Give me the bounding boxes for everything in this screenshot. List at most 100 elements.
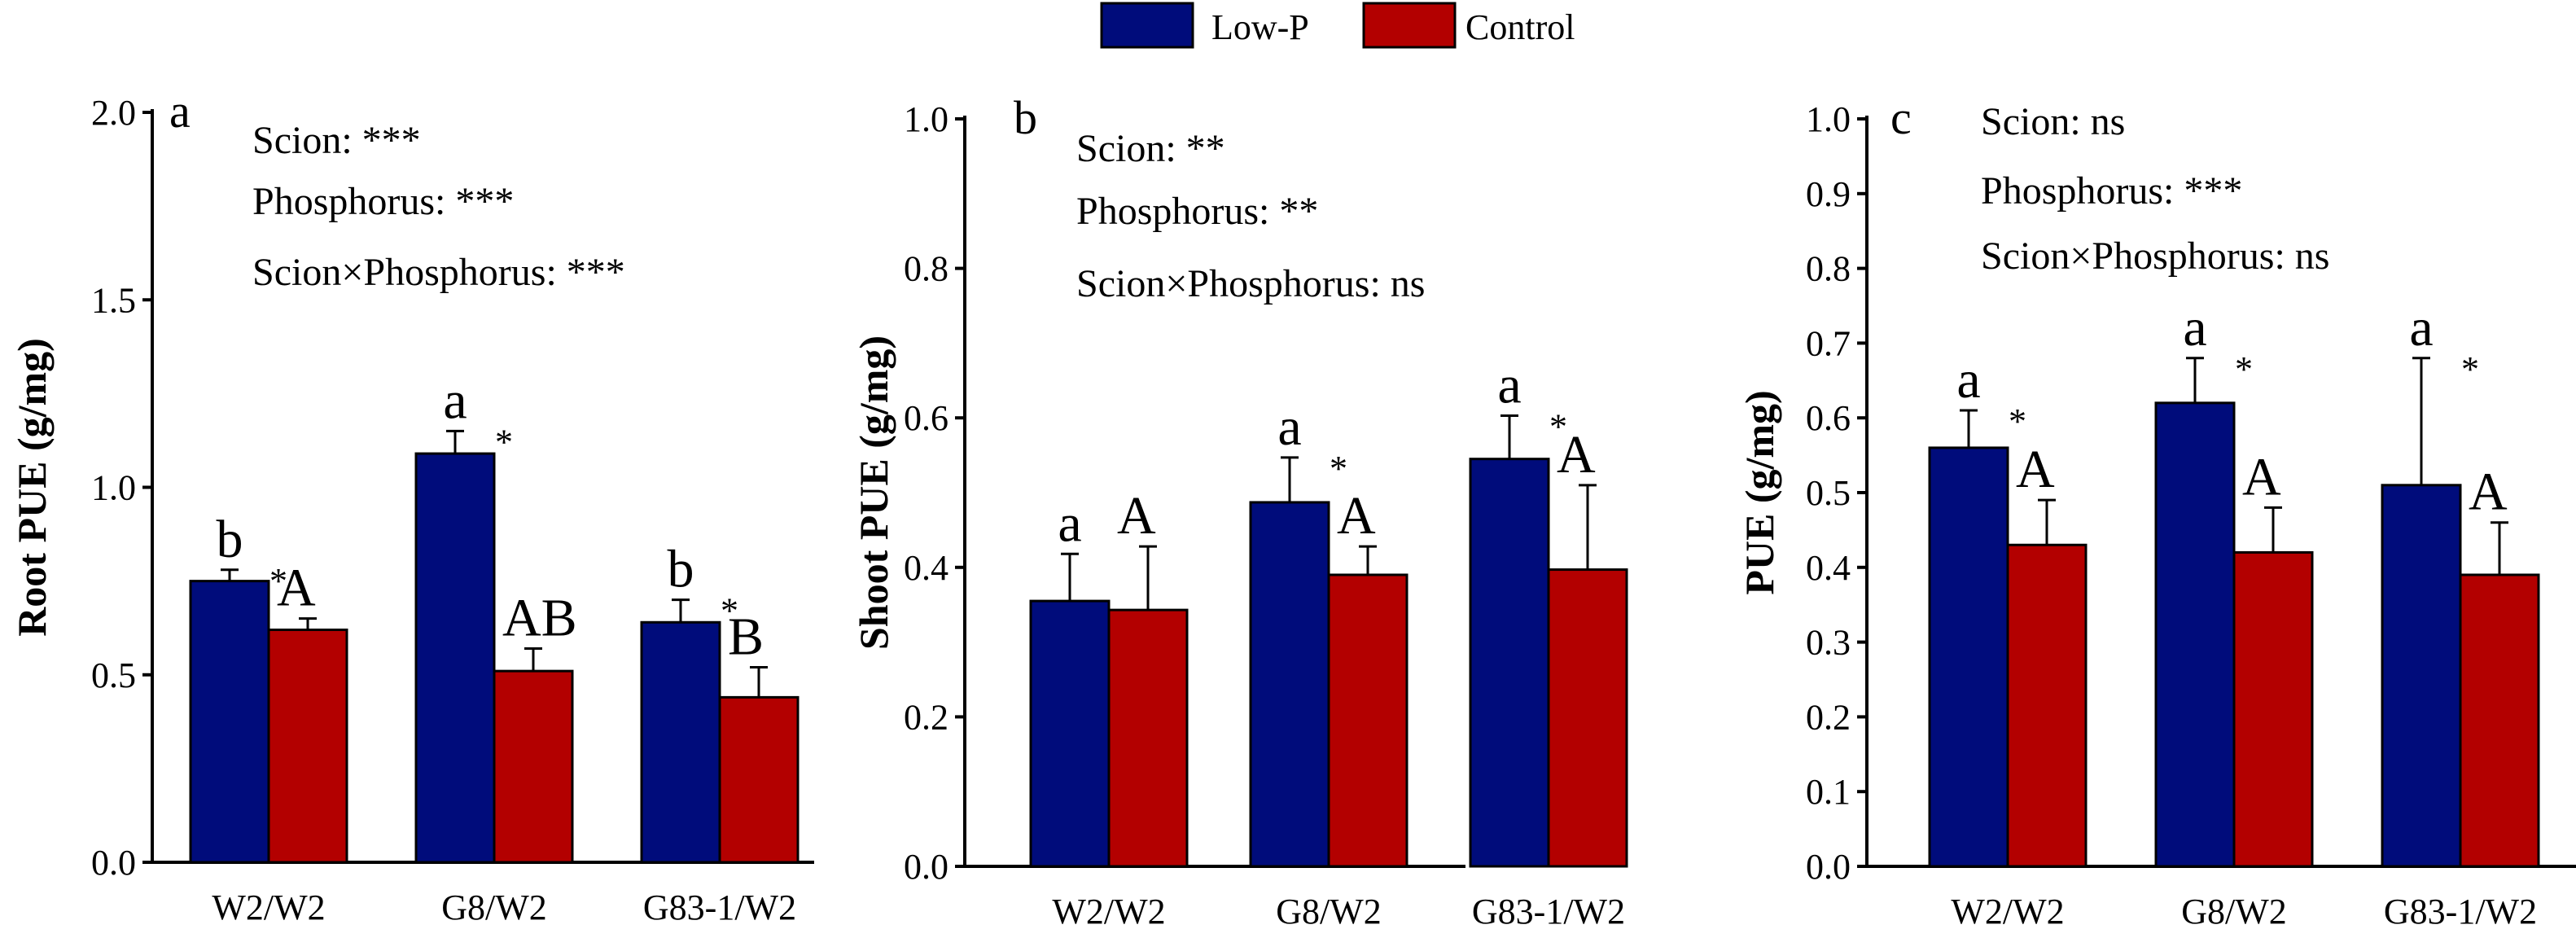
significance-letter: A bbox=[2469, 462, 2508, 522]
significance-letter: b bbox=[217, 510, 243, 569]
y-tick-label: 0.0 bbox=[91, 843, 136, 883]
bar-control-w2-w2 bbox=[267, 628, 348, 864]
significance-letter: a bbox=[2409, 298, 2433, 357]
x-tick-label: W2/W2 bbox=[1951, 892, 2064, 931]
y-tick-label: 0.6 bbox=[904, 398, 948, 438]
y-tick-label: 0.9 bbox=[1806, 174, 1851, 214]
significance-letter: A bbox=[1117, 486, 1156, 546]
significance-letter: b bbox=[668, 540, 694, 599]
y-tick-label: 1.0 bbox=[904, 99, 948, 139]
y-tick-label: 0.0 bbox=[904, 847, 948, 887]
significance-letter: a bbox=[443, 370, 467, 430]
bar-low-p-g8-w2 bbox=[2154, 401, 2236, 868]
y-tick-label: 0.7 bbox=[1806, 323, 1851, 363]
y-axis-label: PUE (g/mg) bbox=[1737, 390, 1782, 594]
legend: Low-P Control bbox=[1100, 2, 1575, 49]
y-tick-label: 0.4 bbox=[1806, 548, 1851, 588]
y-tick-label: 0.8 bbox=[1806, 249, 1851, 289]
y-axis-label: Shoot PUE (g/mg) bbox=[851, 335, 896, 650]
chart-panel-c: 0.0 0.1 0.2 0.3 0.4 0.5 0.6 0.7 0.8 0.9 1.0 PUE (g/… bbox=[1737, 91, 2576, 931]
x-tick-label: G8/W2 bbox=[441, 888, 547, 927]
significance-star: * bbox=[269, 561, 287, 601]
significance-star: * bbox=[2235, 349, 2253, 389]
x-tick-label: W2/W2 bbox=[1052, 892, 1165, 931]
panel-letter: a bbox=[169, 85, 191, 138]
y-tick-label: 1.5 bbox=[91, 280, 136, 320]
significance-letter: A bbox=[1557, 425, 1596, 484]
y-tick-label: 1.0 bbox=[1806, 99, 1851, 139]
significance-letter: A bbox=[1337, 486, 1376, 546]
legend-swatch-low-p bbox=[1100, 2, 1194, 49]
significance-letter: A bbox=[277, 559, 316, 618]
stat-annotation: Scion: ** bbox=[1076, 127, 1225, 170]
y-tick-label: 0.0 bbox=[1806, 847, 1851, 887]
x-tick-label: G83-1/W2 bbox=[643, 888, 796, 927]
panel-letter: c bbox=[1890, 91, 1912, 144]
bar-control-g8-w2 bbox=[2232, 550, 2314, 868]
stat-annotation: Scion: ns bbox=[1981, 100, 2125, 143]
y-tick-label: 2.0 bbox=[91, 93, 136, 133]
bar-control-w2-w2 bbox=[1107, 608, 1189, 868]
bar-low-p-w2-w2 bbox=[189, 580, 270, 864]
stat-annotation: Phosphorus: *** bbox=[1981, 169, 2242, 213]
y-tick-label: 0.2 bbox=[1806, 697, 1851, 737]
significance-letter: a bbox=[1277, 397, 1301, 457]
stat-annotation: Scion×Phosphorus: ns bbox=[1981, 234, 2329, 278]
bar-low-p-w2-w2 bbox=[1029, 599, 1111, 868]
bar-low-p-g83-1-w2 bbox=[1469, 458, 1550, 868]
x-tick-label: G83-1/W2 bbox=[2384, 892, 2537, 931]
x-tick-label: G8/W2 bbox=[1276, 892, 1382, 931]
x-tick-label: G83-1/W2 bbox=[1472, 892, 1625, 931]
bar-control-g8-w2 bbox=[1327, 573, 1408, 868]
x-tick-label: G8/W2 bbox=[2181, 892, 2287, 931]
stat-annotation: Scion×Phosphorus: *** bbox=[252, 251, 625, 294]
y-tick-label: 0.8 bbox=[904, 249, 948, 289]
y-tick-label: 0.2 bbox=[904, 697, 948, 737]
legend-label-low-p: Low-P bbox=[1211, 7, 1309, 47]
bar-control-g83-1-w2 bbox=[1547, 568, 1628, 868]
significance-star: * bbox=[1549, 406, 1567, 446]
panel-letter: b bbox=[1014, 91, 1037, 144]
significance-letter: A bbox=[2242, 447, 2281, 506]
x-tick-label: W2/W2 bbox=[212, 888, 325, 927]
significance-letter: A bbox=[2016, 440, 2055, 499]
y-tick-label: 0.3 bbox=[1806, 623, 1851, 663]
bar-low-p-g8-w2 bbox=[1249, 501, 1330, 868]
significance-letter: a bbox=[1956, 350, 1980, 410]
chart-panels: 0.0 0.5 1.0 1.5 2.0 Root PUE (g/mg) a Scion: **… bbox=[9, 85, 2576, 931]
bar-control-g83-1-w2 bbox=[718, 695, 800, 864]
stat-annotation: Scion×Phosphorus: ns bbox=[1076, 262, 1425, 305]
legend-swatch-control bbox=[1362, 2, 1457, 49]
y-tick-label: 0.5 bbox=[1806, 473, 1851, 513]
significance-star: * bbox=[721, 591, 738, 631]
significance-star: * bbox=[2009, 401, 2026, 441]
significance-star: * bbox=[1330, 449, 1347, 489]
significance-letter: a bbox=[1058, 493, 1081, 553]
y-tick-label: 0.5 bbox=[91, 655, 136, 695]
stat-annotation: Scion: *** bbox=[252, 119, 421, 162]
bar-low-p-g83-1-w2 bbox=[2381, 484, 2462, 868]
y-tick-label: 1.0 bbox=[91, 468, 136, 508]
significance-letter: a bbox=[1497, 355, 1521, 414]
bar-control-w2-w2 bbox=[2006, 543, 2088, 868]
significance-star: * bbox=[495, 422, 513, 462]
stat-annotation: Phosphorus: *** bbox=[252, 180, 514, 223]
y-axis-label: Root PUE (g/mg) bbox=[9, 338, 55, 637]
significance-letter: B bbox=[728, 607, 764, 667]
significance-letter: AB bbox=[502, 589, 577, 648]
y-tick-label: 0.1 bbox=[1806, 772, 1851, 812]
bar-low-p-g83-1-w2 bbox=[640, 620, 721, 864]
bar-control-g83-1-w2 bbox=[2459, 573, 2540, 868]
y-tick-label: 0.4 bbox=[904, 548, 948, 588]
legend-label-control: Control bbox=[1465, 7, 1575, 47]
bar-low-p-w2-w2 bbox=[1928, 446, 2009, 868]
significance-star: * bbox=[2461, 349, 2479, 389]
chart-panel-b: 0.0 0.2 0.4 0.6 0.8 1.0 Shoot PUE (g/mg) b Scion… bbox=[851, 91, 1628, 931]
chart-panel-a: 0.0 0.5 1.0 1.5 2.0 Root PUE (g/mg) a Scion: **… bbox=[9, 85, 814, 927]
bar-low-p-g8-w2 bbox=[414, 452, 496, 864]
bar-control-g8-w2 bbox=[493, 669, 574, 864]
significance-letter: a bbox=[2183, 298, 2206, 357]
stat-annotation: Phosphorus: ** bbox=[1076, 190, 1318, 233]
y-tick-label: 0.6 bbox=[1806, 398, 1851, 438]
